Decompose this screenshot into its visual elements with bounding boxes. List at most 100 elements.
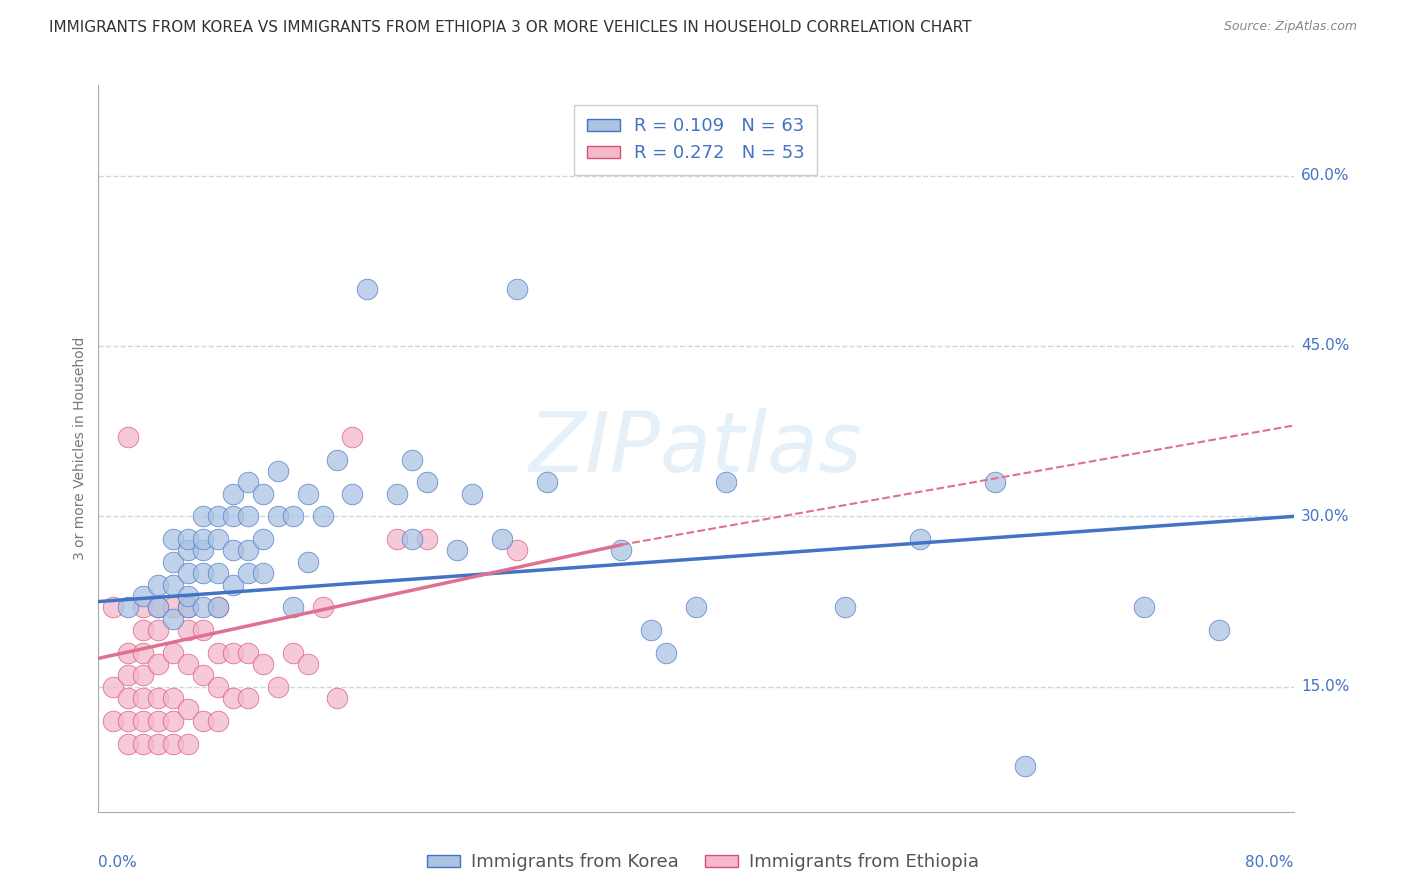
Point <box>267 509 290 524</box>
Point <box>236 475 259 490</box>
Point <box>714 475 737 490</box>
Point <box>222 509 245 524</box>
Point <box>177 600 200 615</box>
Y-axis label: 3 or more Vehicles in Household: 3 or more Vehicles in Household <box>73 336 87 560</box>
Point <box>177 543 200 558</box>
Text: 80.0%: 80.0% <box>1246 855 1294 870</box>
Point <box>162 612 184 626</box>
Point <box>385 486 409 500</box>
Point <box>117 646 139 660</box>
Point <box>207 600 229 615</box>
Point <box>177 600 200 615</box>
Point <box>416 475 439 490</box>
Point <box>148 623 170 637</box>
Point <box>148 714 170 728</box>
Point <box>132 668 155 682</box>
Point <box>236 646 259 660</box>
Point <box>132 714 155 728</box>
Point <box>162 600 184 615</box>
Legend: R = 0.109   N = 63, R = 0.272   N = 53: R = 0.109 N = 63, R = 0.272 N = 53 <box>575 104 817 175</box>
Point <box>461 486 484 500</box>
Point <box>103 600 125 615</box>
Point <box>207 680 229 694</box>
Point <box>191 509 214 524</box>
Point <box>177 657 200 671</box>
Point <box>148 577 170 591</box>
Point <box>207 714 229 728</box>
Point <box>311 600 333 615</box>
Point <box>222 691 245 706</box>
Point <box>236 509 259 524</box>
Point <box>148 600 170 615</box>
Text: IMMIGRANTS FROM KOREA VS IMMIGRANTS FROM ETHIOPIA 3 OR MORE VEHICLES IN HOUSEHOL: IMMIGRANTS FROM KOREA VS IMMIGRANTS FROM… <box>49 20 972 35</box>
Point <box>132 600 155 615</box>
Point <box>506 543 529 558</box>
Point <box>148 600 170 615</box>
Text: Source: ZipAtlas.com: Source: ZipAtlas.com <box>1223 20 1357 33</box>
Point <box>834 600 856 615</box>
Point <box>148 737 170 751</box>
Point <box>162 555 184 569</box>
Point <box>117 691 139 706</box>
Point <box>536 475 558 490</box>
Point <box>191 714 214 728</box>
Point <box>191 623 214 637</box>
Text: 45.0%: 45.0% <box>1301 338 1350 353</box>
Point <box>117 714 139 728</box>
Point <box>162 691 184 706</box>
Point <box>640 623 662 637</box>
Point <box>162 532 184 546</box>
Point <box>267 464 290 478</box>
Point <box>132 691 155 706</box>
Point <box>207 566 229 581</box>
Point <box>132 589 155 603</box>
Point <box>267 680 290 694</box>
Point <box>148 691 170 706</box>
Point <box>385 532 409 546</box>
Point <box>281 646 304 660</box>
Point <box>401 532 423 546</box>
Point <box>416 532 439 546</box>
Point <box>281 600 304 615</box>
Point <box>236 566 259 581</box>
Point <box>222 486 245 500</box>
Point <box>685 600 707 615</box>
Point <box>297 555 319 569</box>
Point <box>252 532 274 546</box>
Point <box>222 543 245 558</box>
Point <box>177 566 200 581</box>
Text: 30.0%: 30.0% <box>1301 508 1350 524</box>
Point <box>281 509 304 524</box>
Point <box>297 657 319 671</box>
Point <box>311 509 333 524</box>
Point <box>1208 623 1230 637</box>
Point <box>655 646 678 660</box>
Point <box>191 532 214 546</box>
Text: 60.0%: 60.0% <box>1301 168 1350 183</box>
Point <box>908 532 931 546</box>
Legend: Immigrants from Korea, Immigrants from Ethiopia: Immigrants from Korea, Immigrants from E… <box>420 847 986 879</box>
Point <box>1133 600 1156 615</box>
Point <box>132 623 155 637</box>
Point <box>207 646 229 660</box>
Point <box>162 714 184 728</box>
Point <box>162 737 184 751</box>
Point <box>191 543 214 558</box>
Point <box>207 600 229 615</box>
Point <box>401 452 423 467</box>
Point <box>162 646 184 660</box>
Text: ZIPatlas: ZIPatlas <box>529 408 863 489</box>
Point <box>117 430 139 444</box>
Point <box>191 566 214 581</box>
Point <box>103 680 125 694</box>
Point <box>148 657 170 671</box>
Point <box>177 623 200 637</box>
Text: 0.0%: 0.0% <box>98 855 138 870</box>
Point <box>252 657 274 671</box>
Text: 15.0%: 15.0% <box>1301 680 1350 694</box>
Point <box>984 475 1007 490</box>
Point <box>236 691 259 706</box>
Point <box>446 543 468 558</box>
Point <box>177 589 200 603</box>
Point <box>610 543 633 558</box>
